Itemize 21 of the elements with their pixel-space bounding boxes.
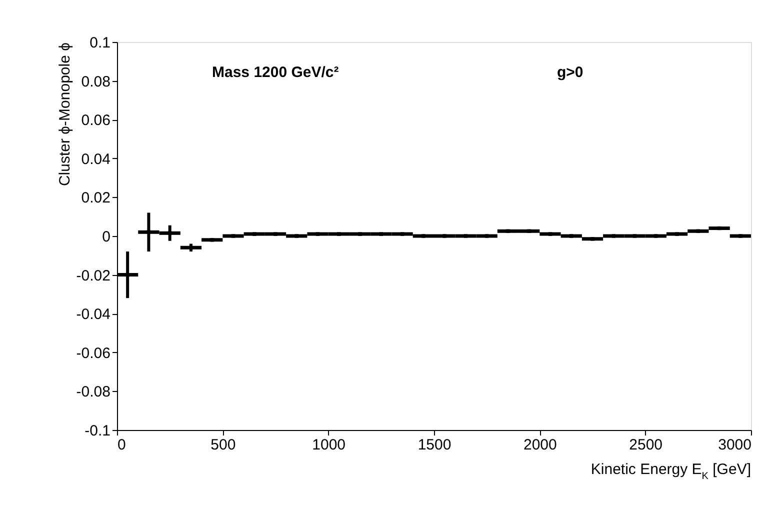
y-tick-label: -0.1 — [84, 422, 110, 440]
x-tick-label: 1000 — [312, 436, 346, 454]
y-tick-label: 0.06 — [81, 112, 110, 130]
x-tick-label: 3000 — [718, 436, 752, 454]
y-tick-label: 0 — [102, 228, 110, 246]
y-tick-label: -0.02 — [76, 267, 110, 284]
x-tick-label: 0 — [118, 436, 126, 454]
y-tick-label: 0.02 — [81, 190, 110, 207]
y-tick-label: -0.08 — [76, 384, 110, 401]
annotation: g>0 — [557, 64, 584, 81]
x-tick-label: 2000 — [523, 436, 557, 454]
y-tick-label: -0.06 — [76, 344, 110, 362]
x-tick-label: 1500 — [418, 436, 452, 454]
y-tick-label: -0.04 — [76, 306, 110, 324]
y-tick-label: 0.08 — [81, 73, 110, 90]
y-axis-title: Cluster ϕ-Monopole ϕ — [56, 42, 74, 186]
y-tick-label: 0.1 — [90, 34, 110, 52]
x-tick-label: 2500 — [629, 436, 663, 454]
annotation: Mass 1200 GeV/c² — [212, 64, 339, 81]
y-tick-label: 0.04 — [81, 150, 110, 168]
x-tick-label: 500 — [210, 436, 236, 454]
